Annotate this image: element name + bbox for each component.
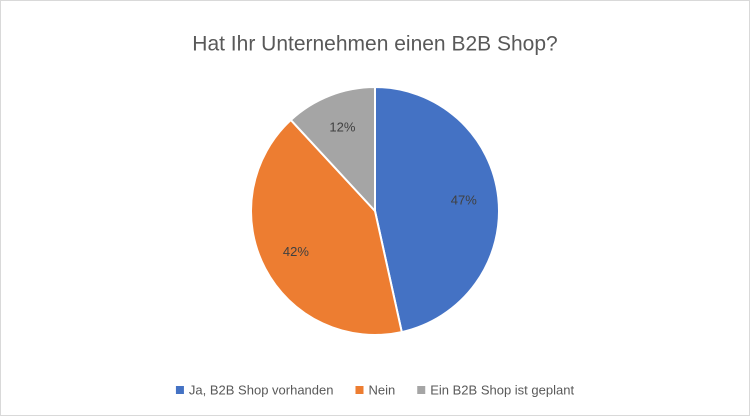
legend-marker [175, 386, 184, 394]
legend-label: Ja, B2B Shop vorhanden [189, 382, 334, 397]
data-label: 42% [283, 244, 309, 259]
pie-slice [374, 85, 500, 334]
pie-slice [289, 85, 376, 214]
legend-label: Ein B2B Shop ist geplant [430, 382, 574, 397]
data-label: 12% [329, 119, 355, 134]
pie-slice [250, 118, 403, 336]
legend-marker [417, 386, 426, 394]
legend-marker [355, 386, 364, 394]
legend-label: Nein [368, 382, 395, 397]
data-label: 47% [451, 193, 477, 208]
chart-title: Hat Ihr Unternehmen einen B2B Shop? [192, 33, 557, 56]
